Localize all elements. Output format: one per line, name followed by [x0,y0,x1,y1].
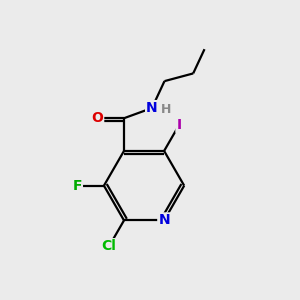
Text: H: H [161,103,171,116]
Text: Cl: Cl [102,239,117,253]
Text: N: N [158,213,170,227]
Text: F: F [72,179,82,193]
Text: I: I [176,118,181,132]
Text: N: N [146,101,158,115]
Text: O: O [91,111,103,125]
